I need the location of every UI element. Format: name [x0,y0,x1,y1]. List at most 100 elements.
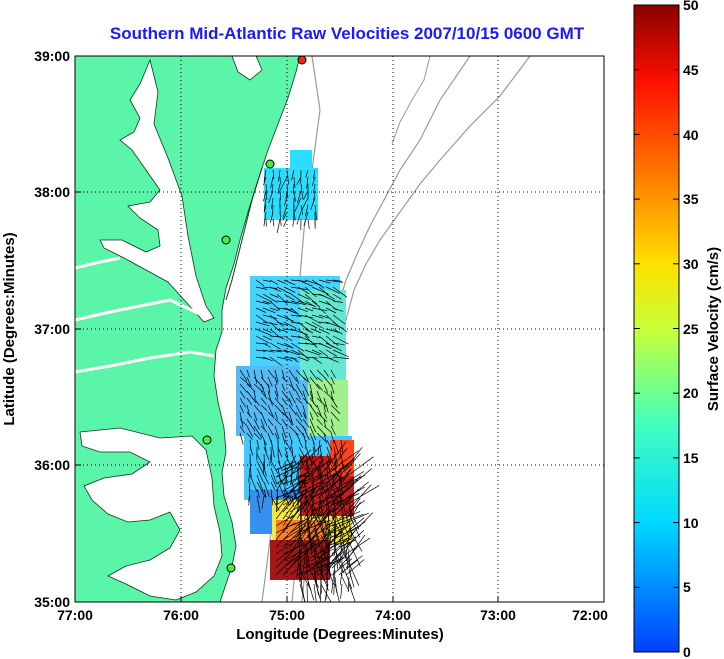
velocity-arrow [283,335,293,342]
velocity-arrow [275,465,307,485]
velocity-arrow [348,520,353,538]
velocity-arrow [297,293,310,300]
velocity-arrow [309,404,319,418]
velocity-arrow [262,335,272,341]
velocity-arrow [306,576,315,601]
velocity-arrow [317,457,333,471]
velocity-arrow [281,376,288,383]
velocity-arrow [274,390,279,400]
velocity-arrow [289,471,309,485]
velocity-arrow [302,369,309,381]
velocity-arrow [246,383,256,393]
velocity-arrow [275,499,291,520]
velocity-arrow [279,211,282,226]
velocity-arrow [309,376,320,390]
velocity-arrow [297,300,315,307]
velocity-arrow [288,418,293,426]
velocity-arrow [295,432,301,441]
velocity-arrow [325,286,341,294]
velocity-arrow [332,342,345,346]
velocity-arrow [269,453,272,466]
velocity-arrow [296,176,302,185]
velocity-arrow [262,460,265,476]
velocity-arrow [317,481,337,513]
station-marker [226,563,236,573]
velocity-arrow [293,190,296,202]
velocity-arrow [283,321,297,329]
velocity-arrow [255,342,268,345]
velocity-arrow [332,321,348,333]
velocity-arrow [260,390,268,400]
velocity-arrow [246,390,257,404]
velocity-arrow [248,488,251,502]
velocity-arrow [330,404,341,414]
velocity-arrow [290,307,299,315]
velocity-arrow [327,513,332,544]
station-marker [221,235,231,245]
velocity-arrow [267,383,271,394]
velocity-arrow [313,555,325,582]
velocity-arrow [249,481,251,491]
velocity-arrow [299,513,303,529]
velocity-arrow [290,439,293,451]
velocity-arrow [267,376,273,387]
velocity-arrow [332,328,343,335]
velocity-arrow [274,383,279,397]
velocity-arrow [272,169,275,180]
velocity-arrow [333,569,336,595]
velocity-arrow [262,279,272,283]
velocity-arrow [277,474,285,486]
velocity-arrow [303,502,315,520]
velocity-arrow [282,555,302,576]
velocity-arrow [276,300,290,303]
velocity-arrow [310,525,336,555]
velocity-arrow [253,411,258,422]
velocity-arrow [288,425,299,436]
velocity-arrow [282,489,305,520]
velocity-arrow [320,548,323,573]
velocity-arrow [310,481,314,500]
velocity-arrow [313,169,316,180]
velocity-arrow [298,520,301,546]
velocity-arrow [267,411,275,419]
velocity-arrow [325,356,339,363]
velocity-arrow [274,425,280,440]
velocity-arrow [305,467,312,481]
velocity-arrow [311,356,322,364]
velocity-arrow [260,397,267,405]
velocity-arrow [269,279,279,285]
velocity-arrow [295,404,303,418]
velocity-arrow [239,369,248,382]
velocity-arrow [327,506,341,535]
velocity-arrow [263,190,267,202]
velocity-arrow [341,506,345,522]
velocity-arrow [281,432,286,445]
velocity-arrow [282,550,302,562]
velocity-arrow [302,390,308,405]
velocity-arrow [326,439,333,451]
velocity-arrow [282,529,302,548]
velocity-arrow [288,369,298,382]
y-tick-label: 37:00 [34,321,70,337]
velocity-arrow [262,307,276,314]
velocity-arrow [260,383,267,397]
velocity-arrow [267,404,274,417]
velocity-arrow [330,425,336,436]
velocity-arrow [269,328,280,337]
velocity-arrow [295,397,303,405]
velocity-arrow [282,495,303,527]
velocity-arrow [253,397,260,406]
velocity-arrow [290,321,304,325]
chesapeake-bay [99,58,215,323]
velocity-arrow [282,204,288,218]
velocity-arrow [332,293,342,300]
velocity-arrow [333,495,340,508]
velocity-arrow [302,411,307,420]
velocity-arrow [324,479,358,499]
velocity-arrow [239,390,246,399]
velocity-arrow [348,541,361,567]
velocity-arrow [320,534,329,549]
velocity-arrow [348,569,355,588]
velocity-arrow [304,349,320,356]
velocity-arrow [341,576,350,592]
